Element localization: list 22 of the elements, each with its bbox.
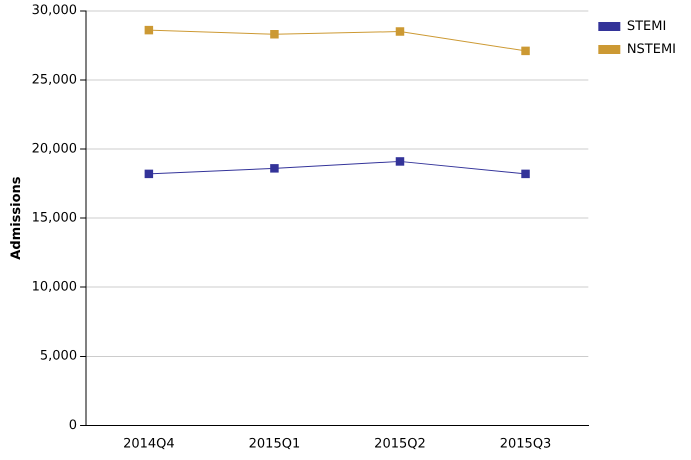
x-tick-label: 2015Q1 bbox=[248, 436, 300, 452]
point bbox=[396, 157, 404, 166]
point bbox=[521, 46, 530, 56]
x-tick-label: 2015Q3 bbox=[500, 436, 552, 452]
y-tick-label: 20,000 bbox=[32, 141, 78, 156]
y-tick-label: 15,000 bbox=[32, 210, 78, 226]
point bbox=[521, 170, 530, 178]
legend-label: STEMI bbox=[626, 18, 666, 34]
point bbox=[270, 164, 279, 173]
x-tick-label: 2014Q4 bbox=[123, 436, 175, 452]
y-tick-label: 0 bbox=[68, 418, 78, 433]
y-tick-label: 5,000 bbox=[40, 348, 78, 364]
y-tick-label: 25,000 bbox=[32, 72, 78, 88]
legend-label: NSTEMI bbox=[626, 42, 676, 57]
y-tick-label: 10,000 bbox=[32, 280, 78, 295]
point bbox=[396, 27, 404, 36]
point bbox=[144, 26, 154, 34]
y-tick-label: 30,000 bbox=[32, 3, 78, 18]
point bbox=[270, 30, 279, 39]
x-tick-label: 2015Q2 bbox=[374, 436, 426, 452]
y-axis-title: Admissions bbox=[9, 176, 24, 260]
point bbox=[144, 170, 154, 178]
